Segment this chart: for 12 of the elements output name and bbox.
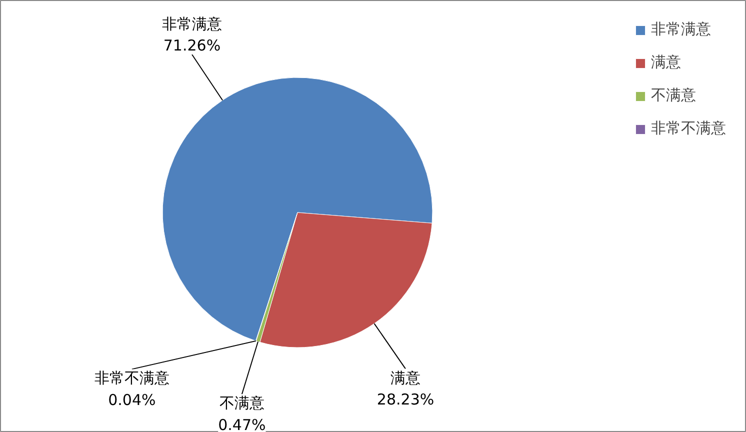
legend-label: 满意	[651, 53, 681, 72]
legend-label: 非常不满意	[651, 119, 726, 138]
data-label: 71.26%	[163, 36, 221, 54]
data-label: 0.04%	[108, 390, 156, 409]
slice-label: 非常满意	[162, 14, 222, 33]
legend-label: 不满意	[651, 86, 696, 105]
legend-label: 非常满意	[651, 20, 711, 39]
slice-label: 不满意	[219, 394, 264, 412]
slice-label: 非常不满意	[94, 369, 170, 388]
data-label: 28.23%	[376, 390, 434, 408]
data-label: 0.47%	[218, 416, 266, 432]
slice-label: 满意	[390, 368, 421, 387]
